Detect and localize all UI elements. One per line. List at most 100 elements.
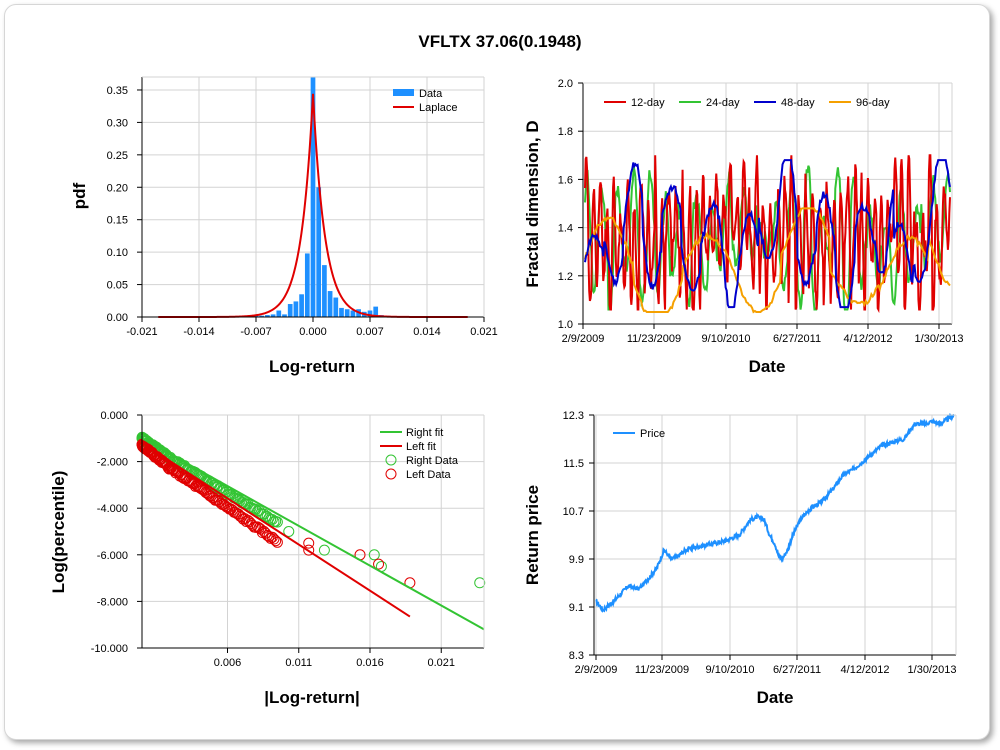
fractal-x-tick-label: 2/9/2009 xyxy=(562,333,605,345)
left-data-point xyxy=(261,529,273,541)
fractal-x-tick-label: 9/10/2010 xyxy=(702,333,751,345)
pdf-x-tick-label: 0.000 xyxy=(299,326,327,338)
pdf-x-tick-label: 0.007 xyxy=(356,326,384,338)
legend-label-right-data: Right Data xyxy=(406,455,459,467)
fractal-series-96-day xyxy=(584,207,951,314)
legend-swatch-data xyxy=(393,89,414,96)
pdf-bar xyxy=(304,253,310,317)
tail-y-tick-label: -10.000 xyxy=(91,643,128,655)
legend-label-24-day: 24-day xyxy=(706,97,740,109)
pdf-bar xyxy=(327,291,333,317)
page-title: VFLTX 37.06(0.1948) xyxy=(418,32,582,51)
pdf-x-axis-label: Log-return xyxy=(269,357,355,376)
right-data-point xyxy=(283,526,295,537)
price-y-tick-label: 9.9 xyxy=(569,554,584,566)
left-data-point xyxy=(205,490,217,502)
price-line xyxy=(595,412,955,613)
fractal-x-tick-label: 1/30/2013 xyxy=(915,333,964,345)
fractal-y-axis-label: Fractal dimension, D xyxy=(523,120,542,287)
pdf-bar xyxy=(299,294,304,317)
pdf-x-tick-label: -0.014 xyxy=(183,326,214,338)
fractal-panel: 2/9/2009 11/23/2009 9/10/2010 6/27/2011 4/12… xyxy=(523,78,963,376)
pdf-y-tick-label: 0.15 xyxy=(107,215,128,227)
pdf-bar xyxy=(367,310,373,317)
pdf-y-tick-label: 0.35 xyxy=(107,85,128,97)
pdf-y-tick-label: 0.20 xyxy=(107,182,128,194)
tail-x-tick-label: 0.016 xyxy=(356,657,384,669)
left-fit-line xyxy=(141,442,411,618)
price-x-tick-label: 11/23/2009 xyxy=(635,664,689,676)
left-data-point xyxy=(270,535,282,547)
right-fit-line xyxy=(141,437,485,631)
pdf-bar xyxy=(282,314,287,317)
left-data-point xyxy=(303,537,315,549)
tail-x-tick-label: 0.011 xyxy=(285,657,312,669)
pdf-bar xyxy=(265,315,270,317)
price-y-tick-label: 11.5 xyxy=(563,458,584,470)
price-y-tick-label: 9.1 xyxy=(569,602,584,614)
legend-swatch-left-data xyxy=(385,468,397,480)
chart-frame xyxy=(4,4,990,740)
pdf-y-tick-label: 0.05 xyxy=(107,280,128,292)
tail-y-tick-label: -8.000 xyxy=(97,596,128,608)
price-y-tick-label: 10.7 xyxy=(563,506,584,518)
tail-x-tick-label: 0.006 xyxy=(214,657,242,669)
fractal-y-tick-label: 1.2 xyxy=(558,271,573,283)
tail-y-tick-label: -6.000 xyxy=(97,550,128,562)
tail-y-tick-label: 0.000 xyxy=(100,410,128,422)
pdf-y-tick-label: 0.30 xyxy=(107,117,128,129)
right-data-point xyxy=(271,516,283,528)
pdf-y-tick-label: 0.00 xyxy=(107,312,128,324)
price-y-tick-label: 8.3 xyxy=(569,650,584,662)
tail-y-tick-label: -4.000 xyxy=(97,503,128,515)
pdf-x-tick-label: -0.021 xyxy=(126,326,157,338)
legend-label-data: Data xyxy=(419,88,443,100)
legend-label-left-fit: Left fit xyxy=(406,441,436,453)
price-panel: 2/9/2009 11/23/2009 9/10/2010 6/27/2011 4/12… xyxy=(523,410,957,707)
fractal-y-tick-label: 1.0 xyxy=(558,319,573,331)
pdf-bar xyxy=(322,265,327,317)
price-x-tick-label: 9/10/2010 xyxy=(706,664,755,676)
pdf-bar xyxy=(333,297,339,317)
price-x-tick-label: 4/12/2012 xyxy=(841,664,890,676)
price-x-tick-label: 1/30/2013 xyxy=(908,664,957,676)
pdf-bar xyxy=(287,304,293,317)
fractal-x-axis-label: Date xyxy=(749,357,786,376)
pdf-bar xyxy=(339,307,344,317)
fractal-series-48-day xyxy=(584,159,951,309)
pdf-bar xyxy=(270,314,276,317)
pdf-x-tick-label: 0.021 xyxy=(470,326,498,338)
pdf-bar xyxy=(293,301,299,317)
left-data-point xyxy=(303,544,315,556)
pdf-bar xyxy=(373,306,379,317)
fractal-y-tick-label: 1.6 xyxy=(558,174,573,186)
legend-label-price: Price xyxy=(640,428,665,440)
legend-label-left-data: Left Data xyxy=(406,469,452,481)
left-data-point xyxy=(212,494,224,506)
pdf-y-tick-label: 0.10 xyxy=(107,247,128,259)
legend-label-96-day: 96-day xyxy=(856,97,890,109)
left-data-point xyxy=(202,488,214,500)
price-y-axis-label: Return price xyxy=(523,485,542,585)
pdf-bar xyxy=(253,315,259,317)
pdf-bar xyxy=(316,187,322,317)
pdf-x-tick-label: -0.007 xyxy=(240,326,271,338)
price-x-axis-label: Date xyxy=(757,688,794,707)
legend-swatch-right-data xyxy=(385,454,397,466)
pdf-y-axis-label: pdf xyxy=(70,182,89,209)
price-y-tick-label: 12.3 xyxy=(563,410,584,422)
pdf-y-tick-label: 0.25 xyxy=(107,150,128,162)
fractal-y-tick-label: 2.0 xyxy=(558,78,573,90)
legend-label-right-fit: Right fit xyxy=(406,427,443,439)
tail-y-tick-label: -2.000 xyxy=(97,457,128,469)
pdf-x-tick-label: 0.014 xyxy=(413,326,441,338)
pdf-panel: -0.021 -0.014 -0.007 0.000 0.007 0.014 0.021 0.… xyxy=(70,76,498,376)
fractal-x-tick-label: 11/23/2009 xyxy=(627,333,681,345)
left-data-point xyxy=(271,536,283,548)
tail-x-tick-label: 0.021 xyxy=(427,657,455,669)
right-data-point xyxy=(318,544,330,556)
pdf-bar xyxy=(276,310,282,317)
tail-panel: 0.006 0.011 0.016 0.021 0.000 -2.000 -4.000 -6.… xyxy=(49,410,486,707)
tail-x-axis-label: |Log-return| xyxy=(264,688,359,707)
fractal-x-tick-label: 4/12/2012 xyxy=(844,333,893,345)
